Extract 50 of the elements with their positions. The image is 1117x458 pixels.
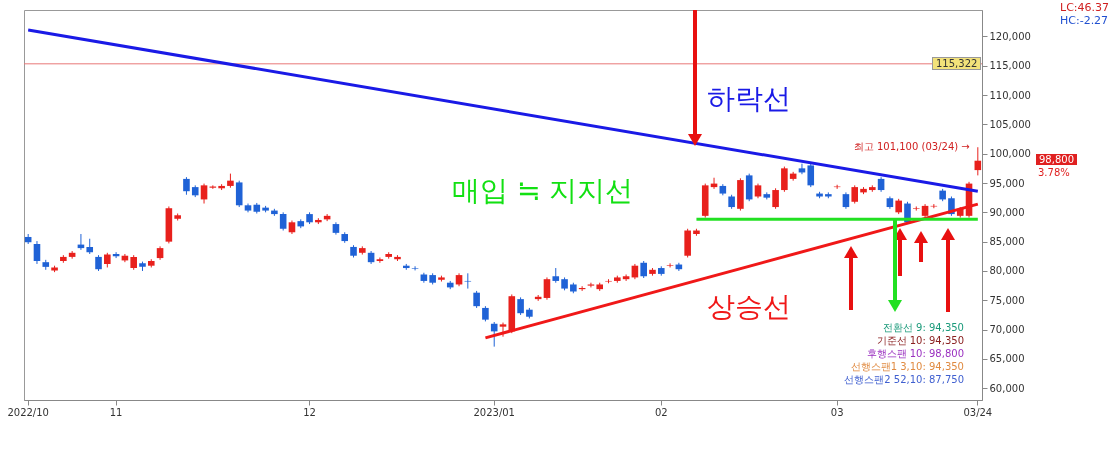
x-tick-label: 03 bbox=[830, 406, 844, 418]
candlestick bbox=[851, 184, 859, 205]
text: LC:46.37 bbox=[1060, 1, 1110, 15]
annotation: 매입 ≒ 지지선 bbox=[452, 174, 634, 207]
y-tick-label: 115,000 bbox=[989, 60, 1031, 72]
annotation: 후행스팬 10: 98,800 bbox=[866, 348, 964, 359]
text: HC:-2.27 bbox=[1060, 14, 1109, 28]
x-tick-label: 2022/10 bbox=[7, 406, 49, 418]
annotation: 선행스팬1 3,10: 94,350 bbox=[850, 361, 964, 372]
annotation: 상승선 bbox=[707, 290, 791, 323]
candlestick bbox=[912, 205, 920, 212]
y-tick-label: 120,000 bbox=[989, 30, 1031, 42]
candlestick bbox=[543, 276, 551, 301]
candlestick bbox=[464, 272, 472, 290]
candlestick bbox=[666, 262, 674, 268]
annotation: 전환선 9: 94,350 bbox=[882, 322, 964, 333]
candlestick bbox=[33, 240, 41, 265]
y-tick-label: 90,000 bbox=[989, 206, 1025, 218]
x-tick-label: 02 bbox=[654, 406, 668, 418]
y-tick-label: 80,000 bbox=[989, 265, 1025, 277]
annotation: 하락선 bbox=[707, 82, 791, 115]
candlestick bbox=[411, 265, 419, 271]
y-tick-label: 95,000 bbox=[989, 177, 1025, 189]
y-tick-label: 85,000 bbox=[989, 236, 1025, 248]
y-tick-label: 65,000 bbox=[989, 353, 1025, 365]
ref-line-label: 115,322 bbox=[932, 56, 982, 70]
x-tick-label: 03/24 bbox=[963, 406, 993, 418]
y-tick-label: 110,000 bbox=[989, 89, 1031, 101]
annotation: 기준선 10: 94,350 bbox=[876, 335, 964, 346]
candlestick bbox=[781, 166, 788, 193]
candlestick bbox=[622, 274, 630, 282]
annotation: 선행스팬2 52,10: 87,750 bbox=[844, 374, 964, 385]
x-tick-label: 2023/01 bbox=[473, 406, 515, 418]
candlestick bbox=[200, 183, 208, 205]
y-tick-label: 60,000 bbox=[989, 382, 1025, 394]
y-tick-label: 105,000 bbox=[989, 118, 1031, 130]
candlestick bbox=[772, 187, 779, 210]
y-tick-label: 100,000 bbox=[989, 148, 1031, 160]
y-tick-label: 75,000 bbox=[989, 294, 1025, 306]
x-tick-label: 12 bbox=[303, 406, 316, 418]
candlestick bbox=[235, 180, 243, 208]
annotation: 최고 101,100 (03/24) → bbox=[853, 141, 970, 153]
candlestick bbox=[279, 211, 287, 232]
x-tick-label: 11 bbox=[109, 406, 123, 418]
y-tick-label: 70,000 bbox=[989, 324, 1025, 336]
text: 98,800 bbox=[1036, 153, 1077, 165]
candlestick bbox=[807, 163, 815, 188]
candlestick bbox=[490, 321, 498, 348]
candlestick bbox=[376, 256, 384, 264]
text: 3.78% bbox=[1038, 166, 1070, 178]
